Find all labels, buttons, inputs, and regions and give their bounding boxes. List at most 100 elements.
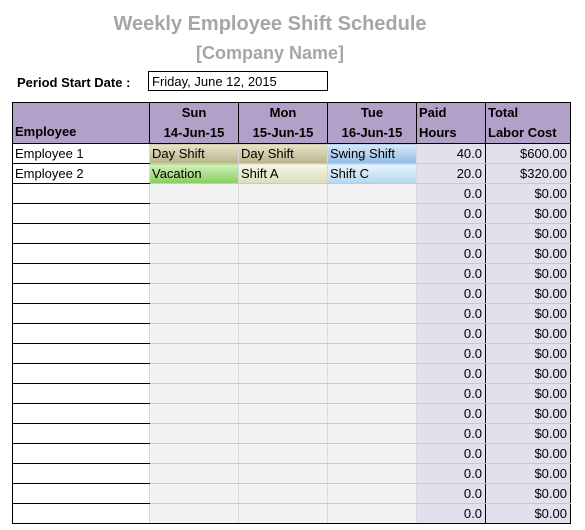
shift-cell[interactable] [238,323,328,344]
employee-cell[interactable] [12,383,150,404]
employee-cell[interactable] [12,403,150,424]
company-name: [Company Name] [195,43,345,63]
employee-cell[interactable] [12,243,150,264]
table-row: Employee 2 Vacation Shift A Shift C 20.0 $320… [12,163,571,184]
employee-cell[interactable] [12,283,150,304]
shift-cell[interactable] [238,403,328,424]
shift-cell[interactable]: Swing Shift [327,143,417,164]
shift-cell[interactable] [149,283,239,304]
day-column-header: Sun 14-Jun-15 [149,102,239,144]
employee-cell[interactable] [12,363,150,384]
shift-cell[interactable] [238,303,328,324]
shift-cell[interactable] [327,303,417,324]
shift-cell[interactable] [149,383,239,404]
employee-cell[interactable] [12,503,150,524]
shift-cell[interactable] [327,223,417,244]
day-name: Sun [181,105,207,120]
employee-cell[interactable] [12,323,150,344]
shift-cell[interactable] [238,243,328,264]
shift-cell[interactable] [149,303,239,324]
day-date: 14-Jun-15 [163,125,225,140]
shift-cell[interactable] [149,503,239,524]
shift-cell[interactable] [327,283,417,304]
shift-cell[interactable] [238,343,328,364]
employee-cell[interactable] [12,203,150,224]
shift-cell[interactable] [238,483,328,504]
shift-cell[interactable] [327,403,417,424]
employee-cell[interactable]: Employee 1 [12,143,150,164]
shift-cell[interactable] [327,363,417,384]
shift-cell[interactable]: Shift C [327,163,417,184]
day-date: 16-Jun-15 [341,125,403,140]
shift-cell[interactable] [238,363,328,384]
shift-cell[interactable] [238,203,328,224]
labor-cost-cell: $0.00 [485,243,571,264]
shift-cell[interactable] [327,383,417,404]
shift-cell[interactable] [149,463,239,484]
labor-cost-cell: $0.00 [485,263,571,284]
shift-cell[interactable] [327,203,417,224]
shift-cell[interactable] [327,483,417,504]
shift-cell[interactable] [238,463,328,484]
labor-cost-cell: $0.00 [485,283,571,304]
shift-cell[interactable] [238,443,328,464]
shift-cell[interactable] [149,203,239,224]
shift-cell[interactable] [327,503,417,524]
shift-cell[interactable] [327,323,417,344]
shift-cell[interactable] [238,383,328,404]
paid-hours-cell: 0.0 [416,223,486,244]
employee-cell[interactable] [12,423,150,444]
shift-cell[interactable] [149,443,239,464]
employee-cell[interactable] [12,263,150,284]
shift-cell[interactable] [149,363,239,384]
shift-cell[interactable] [238,503,328,524]
shift-cell[interactable] [149,183,239,204]
shift-cell[interactable] [327,183,417,204]
shift-cell[interactable] [327,423,417,444]
shift-cell[interactable] [238,223,328,244]
paid-hours-column-header: Paid Hours [416,102,486,144]
shift-cell[interactable] [149,263,239,284]
employee-cell[interactable] [12,483,150,504]
shift-cell[interactable] [149,403,239,424]
employee-cell[interactable] [12,343,150,364]
shift-cell[interactable] [327,343,417,364]
day-name: Mon [269,105,297,120]
employee-cell[interactable] [12,223,150,244]
shift-cell[interactable] [149,323,239,344]
shift-cell[interactable]: Vacation [149,163,239,184]
employee-cell[interactable] [12,183,150,204]
shift-cell[interactable]: Day Shift [238,143,328,164]
paid-hours-cell: 0.0 [416,383,486,404]
labor-cost-cell: $0.00 [485,223,571,244]
shift-cell[interactable] [149,243,239,264]
shift-cell[interactable] [238,263,328,284]
shift-cell[interactable] [149,343,239,364]
shift-cell[interactable] [327,263,417,284]
employee-cell[interactable] [12,463,150,484]
employee-cell[interactable]: Employee 2 [12,163,150,184]
header-row: Employee Sun 14-Jun-15 Mon 15-Jun-15 Tue… [12,102,571,144]
shift-cell[interactable] [238,423,328,444]
employee-cell[interactable] [12,443,150,464]
table-row: Employee 1 Day Shift Day Shift Swing Shift 4… [12,143,571,164]
labor-cost-cell: $0.00 [485,423,571,444]
shift-cell[interactable] [327,463,417,484]
shift-cell[interactable] [238,283,328,304]
table-row: 0.0 $0.00 [12,363,571,384]
paid-hours-cell: 0.0 [416,483,486,504]
shift-cell[interactable] [149,423,239,444]
shift-cell[interactable] [149,483,239,504]
shift-cell[interactable] [149,223,239,244]
period-start-label: Period Start Date : [17,75,131,90]
shift-cell[interactable] [238,183,328,204]
labor-cost-cell: $0.00 [485,343,571,364]
shift-cell[interactable] [327,443,417,464]
table-row: 0.0 $0.00 [12,323,571,344]
shift-cell[interactable]: Day Shift [149,143,239,164]
shift-cell[interactable]: Shift A [238,163,328,184]
period-start-field[interactable]: Friday, June 12, 2015 [148,71,328,91]
shift-cell[interactable] [327,243,417,264]
paid-hours-cell: 0.0 [416,203,486,224]
employee-cell[interactable] [12,303,150,324]
